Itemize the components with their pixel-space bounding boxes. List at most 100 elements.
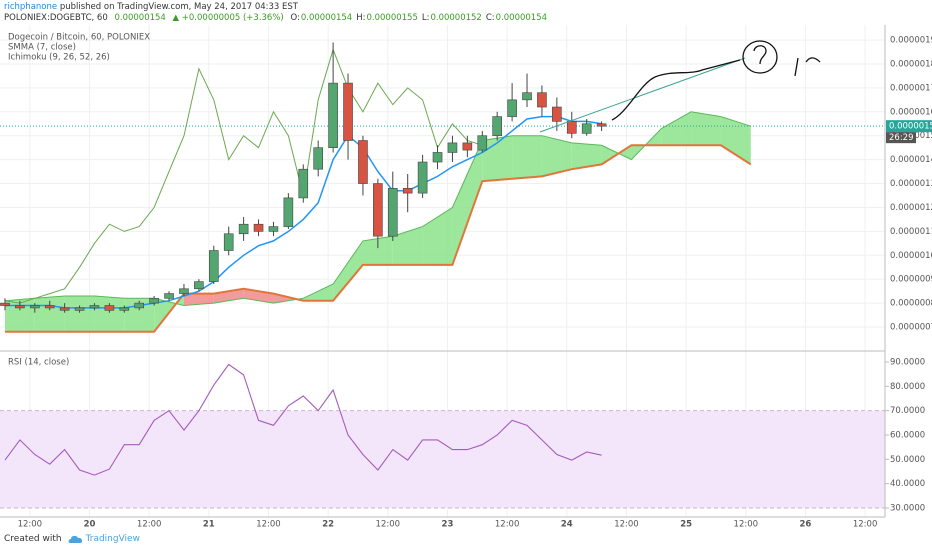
candle-body bbox=[194, 281, 204, 290]
y-tick-label: 70.0000 bbox=[890, 406, 925, 416]
x-tick-label: 12:00 bbox=[734, 520, 759, 530]
x-tick-label: 24 bbox=[561, 520, 573, 530]
cloud-segment bbox=[661, 111, 692, 146]
candle-body bbox=[432, 152, 443, 163]
scribble bbox=[753, 45, 767, 65]
x-tick-label: 22 bbox=[322, 520, 334, 530]
cloud-segment bbox=[243, 288, 274, 304]
candle-body bbox=[238, 223, 249, 235]
candle-body bbox=[537, 92, 547, 108]
x-tick-label: 12:00 bbox=[495, 520, 520, 530]
y-tick-label: 0.00000110 bbox=[890, 227, 932, 237]
candle-body bbox=[15, 305, 25, 309]
y-tick-label: 80.0000 bbox=[890, 382, 925, 392]
candle-body bbox=[328, 82, 338, 148]
candle-body bbox=[89, 305, 100, 309]
candle-body bbox=[268, 226, 279, 232]
cloud-segment bbox=[154, 293, 184, 332]
rsi-line bbox=[4, 363, 602, 476]
candle-body bbox=[358, 140, 368, 184]
candle-body bbox=[223, 233, 234, 251]
quote-label: L: bbox=[421, 13, 430, 23]
candle-body bbox=[581, 123, 592, 134]
price: 0.00000154 bbox=[114, 13, 166, 23]
x-tick-label: 20 bbox=[84, 520, 96, 530]
scribble bbox=[742, 40, 778, 74]
y-tick-label: 40.0000 bbox=[890, 479, 925, 489]
y-tick-label: 0.00000120 bbox=[890, 203, 932, 213]
price-badge-label: 0.00000154 bbox=[889, 122, 932, 132]
quote-line: POLONIEX:DOGEBTC, 60 0.00000154 ▲ +0.000… bbox=[4, 13, 551, 23]
published: published on TradingView.com, May 24, 20… bbox=[59, 2, 298, 12]
quote-value: 0.00000154 bbox=[300, 13, 353, 23]
footer-text: Created with bbox=[4, 534, 62, 544]
y-tick-label: 0.00000100 bbox=[890, 251, 932, 261]
y-tick-label: 30.0000 bbox=[890, 503, 925, 513]
indicator-line bbox=[5, 115, 602, 309]
y-tick-label: 0.00000140 bbox=[890, 155, 932, 165]
x-tick-label: 12:00 bbox=[18, 520, 43, 530]
x-tick-label: 21 bbox=[203, 520, 215, 530]
rsi-title: RSI (14, close) bbox=[8, 358, 69, 368]
candle-body bbox=[566, 121, 577, 134]
change: ▲ +0.00000005 (+3.36%) bbox=[172, 13, 284, 23]
x-tick-label: 12:00 bbox=[614, 520, 639, 530]
candle-body bbox=[298, 168, 309, 199]
y-tick-label: 90.0000 bbox=[890, 357, 925, 367]
x-tick-label: 12:00 bbox=[376, 520, 401, 530]
cloud-segment bbox=[362, 236, 393, 265]
rsi-band bbox=[0, 410, 885, 508]
candle-body bbox=[104, 305, 115, 311]
plot bbox=[0, 42, 885, 509]
candle-body bbox=[402, 188, 413, 194]
candle-body bbox=[387, 188, 398, 237]
candle-body bbox=[507, 99, 517, 117]
candle-body bbox=[74, 307, 85, 311]
candle-body bbox=[552, 106, 562, 122]
candle-body bbox=[462, 142, 473, 151]
indicator-line bbox=[4, 48, 483, 304]
scribble bbox=[611, 59, 741, 121]
candle-body bbox=[477, 135, 488, 151]
price-badge bbox=[886, 120, 932, 133]
cloud-segment bbox=[183, 293, 214, 306]
candle-body bbox=[30, 305, 40, 309]
quote-value: 0.00000152 bbox=[430, 13, 482, 23]
countdown-label: 26:29 bbox=[889, 133, 914, 143]
y-tick-label: 0.00000090 bbox=[890, 275, 932, 285]
x-tick-label: 12:00 bbox=[853, 520, 878, 530]
logo bbox=[68, 535, 82, 543]
cloud-segment bbox=[333, 240, 363, 301]
y-tick-label: 0.00000180 bbox=[890, 59, 932, 69]
cloud-segment bbox=[64, 295, 95, 332]
x-tick-label: 25 bbox=[680, 520, 692, 530]
axes: 0.00000070 0.00000080 0.00000090 0.00000100… bbox=[18, 36, 932, 530]
candle-body bbox=[44, 305, 55, 309]
candle-body bbox=[596, 123, 607, 127]
candle-body bbox=[373, 183, 383, 237]
symbol: POLONIEX:DOGEBTC, 60 bbox=[4, 13, 108, 23]
cloud-segment bbox=[571, 142, 602, 170]
x-tick-label: 26 bbox=[800, 520, 812, 530]
author[interactable]: richphanone bbox=[4, 2, 58, 12]
candle-body bbox=[447, 142, 458, 153]
cloud-segment bbox=[631, 128, 662, 160]
candle-body bbox=[134, 302, 145, 309]
cloud-segment bbox=[94, 295, 125, 332]
brand[interactable]: TradingView bbox=[85, 534, 140, 544]
candle-body bbox=[417, 161, 428, 194]
candle-body bbox=[343, 82, 353, 141]
cloud-segment bbox=[720, 116, 751, 165]
candle-body bbox=[253, 223, 264, 232]
quote-label: C: bbox=[485, 13, 495, 23]
drawings bbox=[539, 40, 821, 133]
cloud-segment bbox=[691, 111, 721, 146]
trend-line bbox=[539, 57, 746, 133]
quote-label: O: bbox=[290, 13, 300, 23]
candle-body bbox=[208, 250, 219, 282]
y-tick-label: 0.00000160 bbox=[890, 107, 932, 117]
cloud-segment bbox=[541, 135, 572, 177]
cloud-segment bbox=[392, 226, 423, 265]
chart-title: Dogecoin / Bitcoin, 60, POLONIEX bbox=[8, 33, 150, 43]
